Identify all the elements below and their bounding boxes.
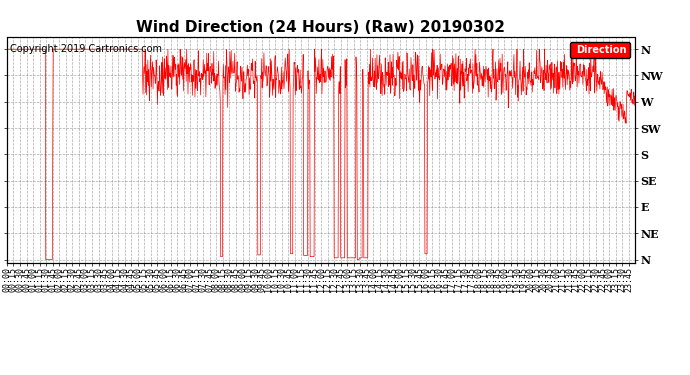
Text: Copyright 2019 Cartronics.com: Copyright 2019 Cartronics.com [10, 44, 162, 54]
Legend: Direction: Direction [570, 42, 630, 58]
Title: Wind Direction (24 Hours) (Raw) 20190302: Wind Direction (24 Hours) (Raw) 20190302 [137, 20, 505, 35]
